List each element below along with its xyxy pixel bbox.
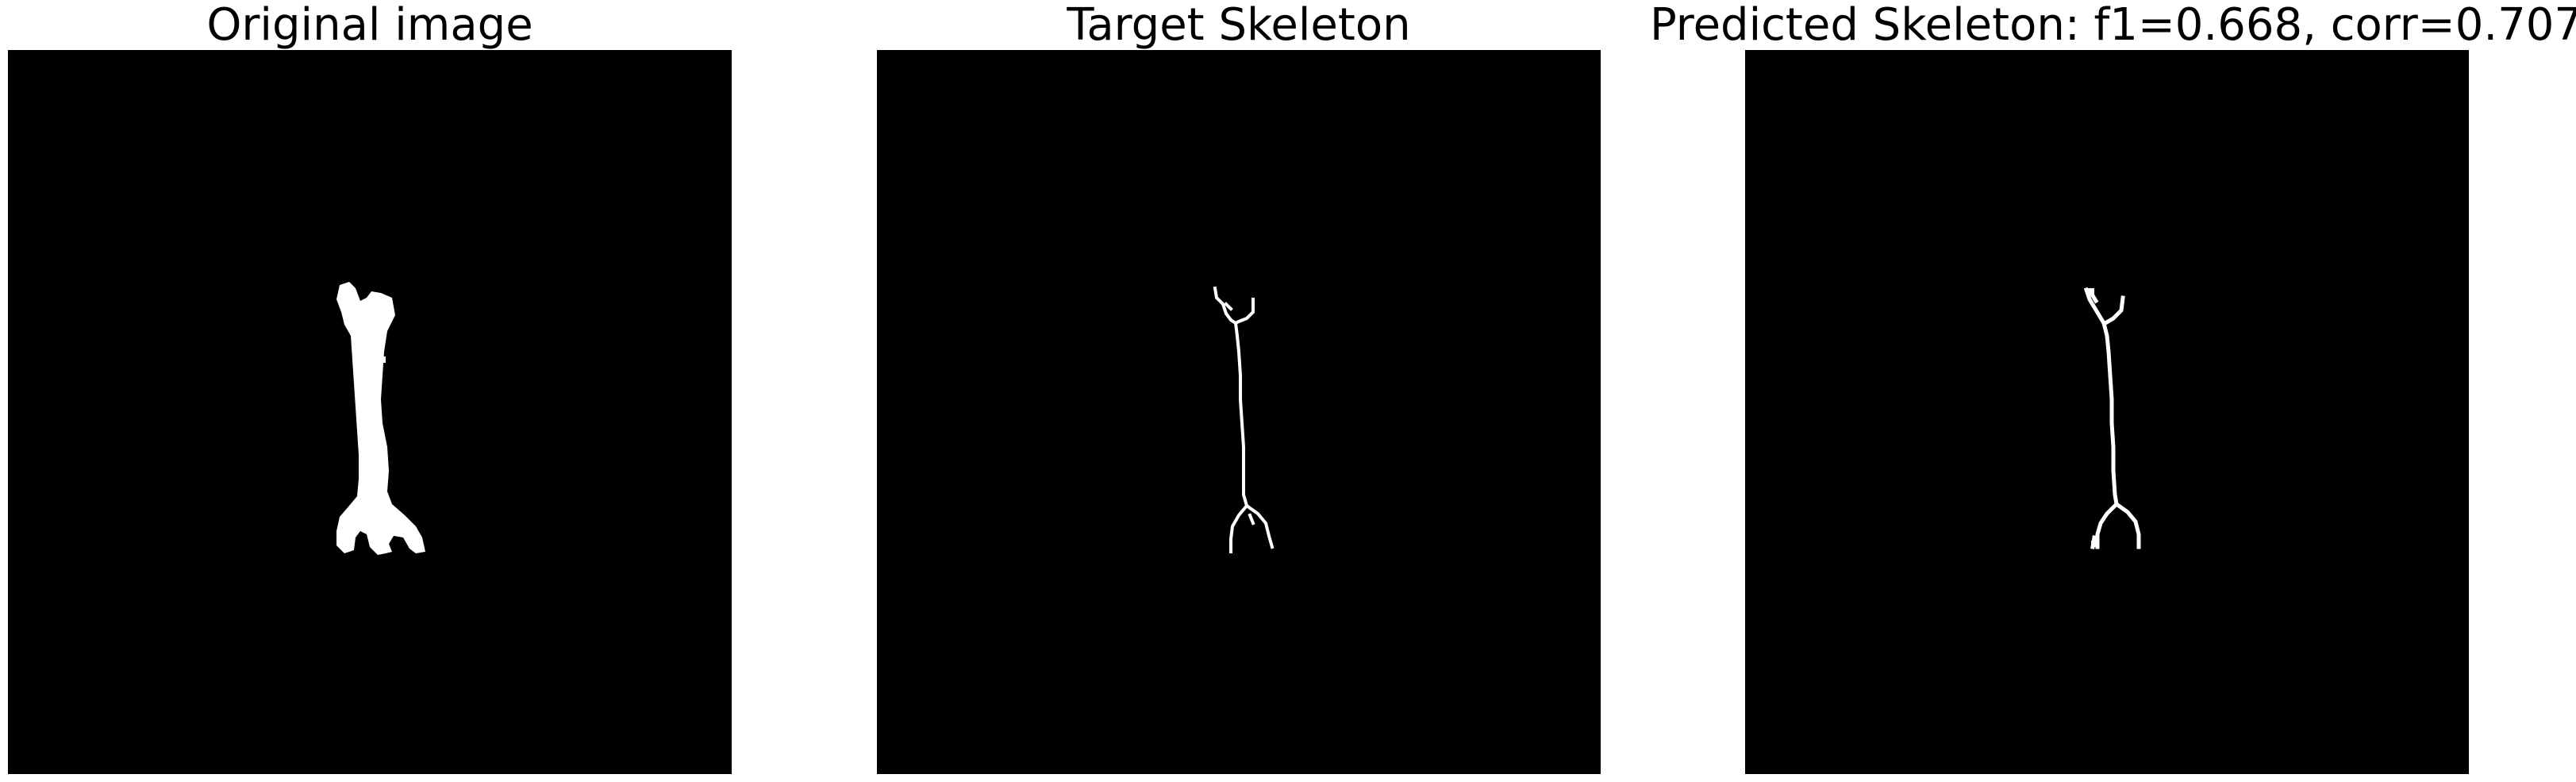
panel-target: Target Skeleton bbox=[877, 0, 1601, 782]
panel-original: Original image bbox=[8, 0, 732, 782]
panel-title-original: Original image bbox=[206, 0, 533, 51]
panel-predicted: Predicted Skeleton: f1=0.668, corr=0.707 bbox=[1650, 0, 2576, 782]
panel-title-target: Target Skeleton bbox=[1067, 0, 1411, 51]
original-wrench-image bbox=[8, 50, 732, 774]
predicted-skeleton-lines bbox=[2083, 287, 2141, 549]
predicted-skeleton-image bbox=[1745, 50, 2469, 774]
target-skeleton-lines bbox=[1213, 286, 1275, 553]
target-skeleton-image bbox=[877, 50, 1601, 774]
wrench-shape bbox=[336, 282, 425, 555]
panel-title-predicted: Predicted Skeleton: f1=0.668, corr=0.707 bbox=[1650, 0, 2576, 51]
